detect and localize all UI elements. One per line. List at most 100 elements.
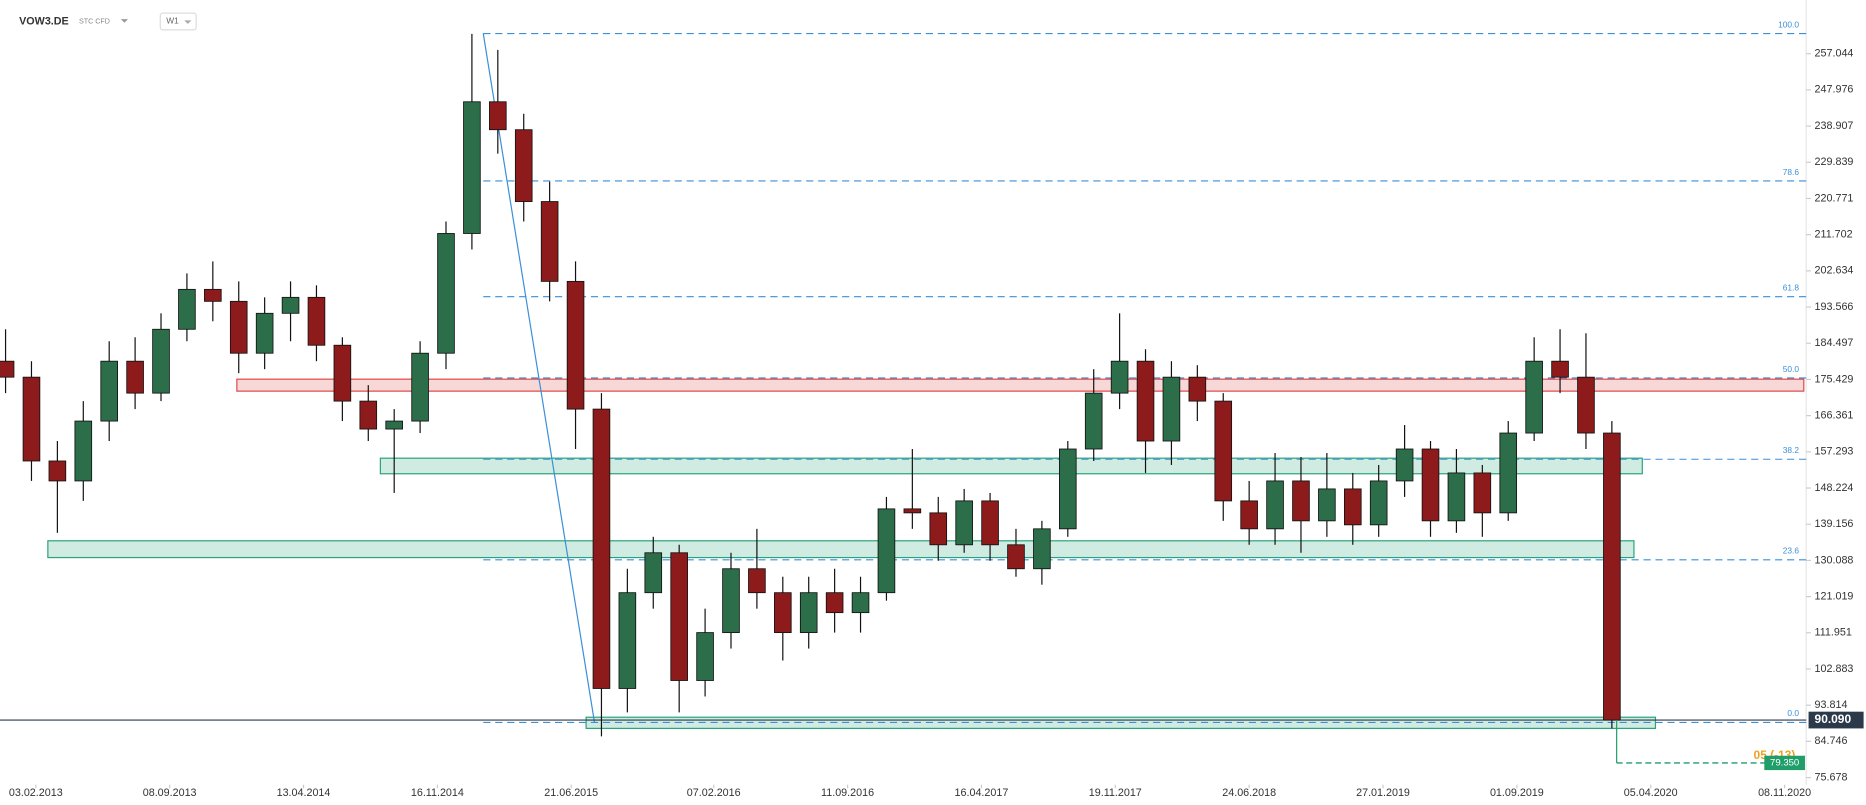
candle-body bbox=[1188, 376, 1207, 402]
y-tick-label: 130.088 bbox=[1815, 554, 1854, 566]
candle-body bbox=[74, 420, 93, 482]
candle-body bbox=[722, 568, 740, 634]
candle-body bbox=[1603, 432, 1621, 721]
timeframe-box[interactable] bbox=[159, 12, 197, 31]
x-tick-label: 19.11.2017 bbox=[1089, 787, 1142, 799]
candle-body bbox=[307, 296, 326, 346]
candle-body bbox=[1473, 472, 1492, 514]
candle-body bbox=[411, 352, 429, 422]
fib-label: 100.0 bbox=[1778, 19, 1799, 29]
last-price-box bbox=[1808, 711, 1864, 729]
candle-body bbox=[1240, 500, 1258, 530]
candle-body bbox=[0, 360, 15, 378]
y-tick-label: 247.976 bbox=[1815, 84, 1854, 96]
candle-body bbox=[385, 420, 403, 430]
x-tick-label: 03.02.2013 bbox=[9, 787, 63, 799]
fib-label: 38.2 bbox=[1783, 445, 1800, 455]
candle-body bbox=[229, 300, 248, 354]
candle-body bbox=[152, 328, 170, 394]
candle-body bbox=[877, 508, 896, 594]
x-tick-label: 08.11.2020 bbox=[1758, 787, 1811, 799]
fib-label: 61.8 bbox=[1783, 283, 1800, 293]
candle-body bbox=[437, 233, 455, 354]
candle-body bbox=[1447, 472, 1466, 522]
x-tick-label: 05.04.2020 bbox=[1624, 787, 1678, 799]
candle-body bbox=[566, 280, 585, 410]
candle-body bbox=[1395, 448, 1414, 482]
zone bbox=[379, 457, 1643, 475]
candle-body bbox=[1136, 360, 1155, 442]
candle-body bbox=[851, 592, 870, 614]
last-price-label: 90.090 bbox=[1815, 712, 1852, 726]
candle-body bbox=[981, 500, 999, 546]
dropdown-caret[interactable] bbox=[120, 19, 128, 23]
x-tick-label: 16.11.2014 bbox=[411, 787, 464, 799]
candle-body bbox=[281, 296, 300, 314]
candle-body bbox=[1214, 400, 1233, 502]
x-tick-label: 24.06.2018 bbox=[1222, 787, 1276, 799]
candle-body bbox=[463, 101, 481, 234]
candle-body bbox=[644, 552, 663, 594]
candle-body bbox=[774, 592, 792, 634]
candle-body bbox=[1162, 376, 1181, 442]
y-tick-label: 84.746 bbox=[1815, 735, 1848, 747]
candle-body bbox=[825, 592, 844, 614]
candle-body bbox=[748, 568, 766, 594]
target-label: 79.350 bbox=[1770, 757, 1799, 768]
zone bbox=[47, 540, 1635, 559]
target-box bbox=[1764, 755, 1805, 771]
timeframe-caret[interactable] bbox=[184, 20, 192, 24]
y-tick-label: 257.044 bbox=[1815, 48, 1854, 60]
x-tick-label: 16.04.2017 bbox=[955, 787, 1009, 799]
candle-body bbox=[178, 288, 196, 330]
x-tick-label: 08.09.2013 bbox=[143, 787, 197, 799]
x-tick-label: 01.09.2019 bbox=[1490, 787, 1544, 799]
candle-body bbox=[1525, 360, 1543, 434]
candle-body bbox=[1421, 448, 1440, 522]
candle-body bbox=[1059, 448, 1077, 530]
candle-body bbox=[255, 312, 274, 354]
x-tick-label: 13.04.2014 bbox=[277, 787, 331, 799]
candle-body bbox=[1110, 360, 1129, 394]
y-tick-label: 121.019 bbox=[1815, 590, 1854, 602]
candle-body bbox=[955, 500, 973, 546]
y-tick-label: 166.361 bbox=[1815, 409, 1854, 421]
y-tick-label: 75.678 bbox=[1815, 771, 1848, 783]
y-tick-label: 229.839 bbox=[1815, 156, 1854, 168]
symbol: VOW3.DE bbox=[19, 15, 69, 27]
candle-body bbox=[126, 360, 144, 394]
y-tick-label: 93.814 bbox=[1815, 699, 1848, 711]
fib-label: 50.0 bbox=[1783, 364, 1800, 374]
y-tick-label: 148.224 bbox=[1815, 482, 1854, 494]
fib-label: 0.0 bbox=[1787, 708, 1799, 718]
fib-label: 78.6 bbox=[1783, 167, 1800, 177]
candle-body bbox=[1292, 480, 1310, 522]
candle-body bbox=[1499, 432, 1518, 514]
y-tick-label: 157.293 bbox=[1815, 446, 1854, 458]
y-tick-label: 193.566 bbox=[1815, 301, 1854, 313]
candle-body bbox=[696, 632, 714, 681]
candle-body bbox=[670, 552, 688, 681]
candle-body bbox=[929, 512, 948, 546]
y-tick-label: 111.951 bbox=[1815, 627, 1852, 639]
candle-body bbox=[489, 101, 507, 131]
candle-body bbox=[903, 508, 922, 514]
candle-body bbox=[1084, 392, 1103, 450]
candle-body bbox=[1551, 360, 1569, 378]
candle-body bbox=[48, 460, 67, 482]
x-tick-label: 07.02.2016 bbox=[687, 787, 741, 799]
y-tick-label: 139.156 bbox=[1815, 518, 1854, 530]
timeframe[interactable]: W1 bbox=[166, 16, 179, 26]
candle-body bbox=[1007, 544, 1025, 570]
candle-body bbox=[1369, 480, 1388, 526]
y-tick-label: 238.907 bbox=[1815, 120, 1854, 132]
zone bbox=[236, 378, 1805, 392]
candle-body bbox=[22, 376, 41, 462]
candle-body bbox=[1577, 376, 1595, 434]
fib-label: 23.6 bbox=[1783, 546, 1800, 556]
candle-body bbox=[799, 592, 818, 634]
x-tick-label: 27.01.2019 bbox=[1356, 787, 1410, 799]
